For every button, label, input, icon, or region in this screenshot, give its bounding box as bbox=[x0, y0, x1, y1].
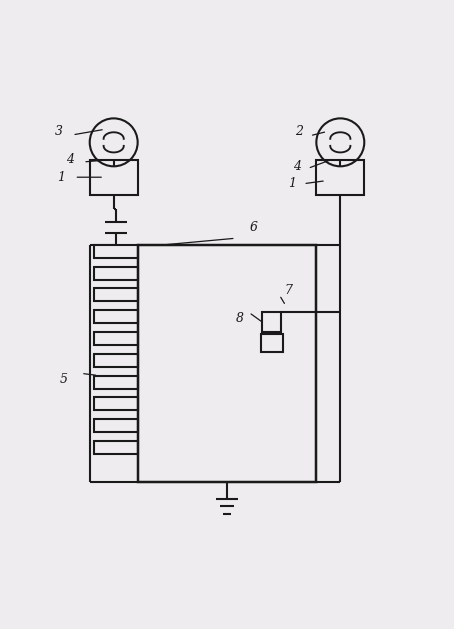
Bar bbox=[94, 245, 138, 258]
Text: 3: 3 bbox=[55, 125, 63, 138]
Bar bbox=[94, 288, 138, 301]
Bar bbox=[90, 160, 138, 194]
Text: 8: 8 bbox=[236, 313, 244, 325]
Bar bbox=[94, 332, 138, 345]
Text: 2: 2 bbox=[295, 125, 303, 138]
Bar bbox=[138, 245, 316, 482]
Text: 7: 7 bbox=[284, 284, 292, 297]
Bar bbox=[262, 313, 281, 332]
Bar bbox=[94, 441, 138, 454]
Text: 5: 5 bbox=[59, 374, 68, 386]
Text: 1: 1 bbox=[288, 177, 296, 190]
Bar bbox=[94, 419, 138, 432]
Bar bbox=[94, 310, 138, 323]
Text: 4: 4 bbox=[293, 160, 301, 173]
Bar bbox=[261, 334, 283, 352]
Bar bbox=[316, 160, 364, 194]
Bar bbox=[94, 376, 138, 389]
Text: 4: 4 bbox=[66, 153, 74, 166]
Bar bbox=[94, 353, 138, 367]
Text: 6: 6 bbox=[249, 221, 257, 234]
Bar bbox=[94, 267, 138, 280]
Text: 1: 1 bbox=[57, 170, 65, 184]
Bar bbox=[94, 398, 138, 410]
